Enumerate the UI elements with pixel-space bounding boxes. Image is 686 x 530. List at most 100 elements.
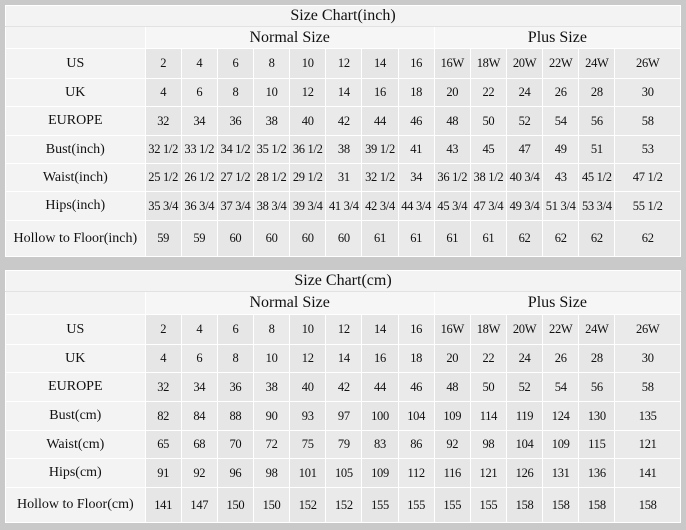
table-cell: 48: [433, 106, 471, 136]
table-cell: 96: [216, 458, 255, 488]
table-cell: 12: [289, 344, 327, 373]
table-cell: 97: [325, 401, 363, 431]
table-cell: 126: [505, 458, 544, 488]
table-cell: 32 1/2: [144, 135, 182, 164]
table-cell: 83: [361, 430, 399, 459]
table-cell: 114: [469, 401, 508, 431]
table-cell: 18W: [469, 314, 508, 345]
row-label: US: [5, 314, 146, 345]
table-cell: 124: [542, 401, 580, 431]
table-title: Size Chart(inch): [5, 5, 681, 27]
table-cell: 39 1/2: [361, 135, 399, 164]
table-cell: 158: [614, 487, 681, 523]
table-cell: 92: [180, 458, 218, 488]
table-cell: 38: [253, 372, 291, 402]
table-cell: 158: [505, 487, 544, 523]
table-cell: 141: [144, 487, 182, 523]
row-label: Hollow to Floor(cm): [5, 487, 146, 523]
table-cell: 32: [144, 372, 182, 402]
table-cell: 61: [469, 220, 508, 257]
table-cell: 44 3/4: [397, 191, 435, 221]
table-cell: 22: [469, 344, 508, 373]
table-cell: 4: [144, 78, 182, 107]
table-cell: 158: [578, 487, 616, 523]
table-cell: 52: [505, 372, 544, 402]
table-cell: 26 1/2: [180, 163, 218, 192]
table-cell: 100: [361, 401, 399, 431]
table-cell: 70: [216, 430, 255, 459]
table-cell: 152: [325, 487, 363, 523]
table-cell: 104: [505, 430, 544, 459]
table-row: Waist(inch) 25 1/2 26 1/2 27 1/2 28 1/2 29 1/…: [5, 163, 681, 192]
table-cell: 91: [144, 458, 182, 488]
table-cell: 41 3/4: [325, 191, 363, 221]
table-cell: 32 1/2: [361, 163, 399, 192]
table-cell: 147: [180, 487, 218, 523]
table-cell: 44: [361, 372, 399, 402]
table-cell: 14: [361, 314, 399, 345]
table-cell: 40: [289, 106, 327, 136]
table-cell: 59: [180, 220, 218, 257]
table-cell: 56: [578, 106, 616, 136]
table-cell: 90: [253, 401, 291, 431]
row-label: Waist(inch): [5, 163, 146, 192]
table-row: US 2 4 6 8 10 12 14 16 16W 18W 20W 22W 24W 26W: [5, 314, 681, 345]
table-cell: 28: [578, 78, 616, 107]
table-cell: 86: [397, 430, 435, 459]
group-header-plus: Plus Size: [433, 291, 682, 315]
table-cell: 4: [180, 314, 218, 345]
table-cell: 18W: [469, 48, 508, 79]
table-cell: 8: [216, 78, 255, 107]
table-cell: 8: [253, 314, 291, 345]
size-table: Size Chart(cm) Normal Size Plus Size US 2 4 6 8…: [5, 270, 682, 523]
table-cell: 49: [542, 135, 580, 164]
table-cell: 46: [397, 372, 435, 402]
table-cell: 60: [253, 220, 291, 257]
table-cell: 46: [397, 106, 435, 136]
table-cell: 18: [397, 344, 435, 373]
table-cell: 79: [325, 430, 363, 459]
table-cell: 34: [180, 106, 218, 136]
table-cell: 58: [614, 372, 681, 402]
table-cell: 98: [469, 430, 508, 459]
table-cell: 4: [180, 48, 218, 79]
table-cell: 101: [289, 458, 327, 488]
table-cell: 62: [578, 220, 616, 257]
table-cell: 47 3/4: [469, 191, 508, 221]
blank-header: [5, 291, 146, 315]
table-cell: 16: [397, 48, 435, 79]
table-cell: 150: [253, 487, 291, 523]
table-cell: 30: [614, 78, 681, 107]
row-label: Waist(cm): [5, 430, 146, 459]
table-cell: 50: [469, 372, 508, 402]
row-label: Bust(inch): [5, 135, 146, 164]
table-cell: 16W: [433, 314, 471, 345]
table-cell: 14: [361, 48, 399, 79]
table-cell: 36 1/2: [433, 163, 471, 192]
table-cell: 6: [180, 344, 218, 373]
table-row: Hollow to Floor(inch) 59 59 60 60 60 60 61 61 61 6…: [5, 220, 681, 257]
table-cell: 52: [505, 106, 544, 136]
table-cell: 24: [505, 344, 544, 373]
table-cell: 43: [433, 135, 471, 164]
table-cell: 115: [578, 430, 616, 459]
table-title: Size Chart(cm): [5, 270, 681, 292]
table-cell: 10: [253, 78, 291, 107]
table-row: EUROPE 32 34 36 38 40 42 44 46 48 50 52 54 56 58: [5, 372, 681, 402]
table-cell: 26: [542, 78, 580, 107]
table-cell: 60: [216, 220, 255, 257]
table-cell: 22W: [542, 48, 580, 79]
table-cell: 42 3/4: [361, 191, 399, 221]
table-cell: 51: [578, 135, 616, 164]
table-cell: 12: [325, 48, 363, 79]
table-cell: 155: [469, 487, 508, 523]
table-row: UK 4 6 8 10 12 14 16 18 20 22 24 26 28 30: [5, 344, 681, 373]
table-cell: 20W: [505, 314, 544, 345]
size-chart-inch: Size Chart(inch) Normal Size Plus Size US 2 4…: [5, 5, 682, 257]
row-label: US: [5, 48, 146, 79]
table-cell: 28 1/2: [253, 163, 291, 192]
table-cell: 105: [325, 458, 363, 488]
table-cell: 16: [361, 344, 399, 373]
table-cell: 16: [361, 78, 399, 107]
table-cell: 54: [542, 372, 580, 402]
